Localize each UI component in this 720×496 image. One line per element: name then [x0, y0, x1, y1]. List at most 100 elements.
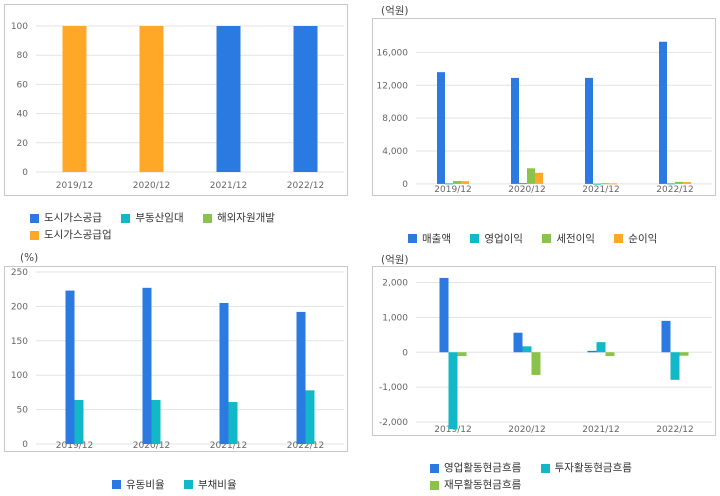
y-tick-label: 100: [11, 371, 28, 381]
legend-swatch: [430, 464, 439, 473]
bar: [522, 346, 532, 353]
y-tick-label: 8,000: [382, 114, 408, 124]
y-tick-label: 100: [11, 22, 28, 32]
legend-item-2[interactable]: 세전이익: [542, 231, 595, 246]
legend-cashflow: 영업활동현금흐름 투자활동현금흐름 재무활동현금흐름: [430, 461, 690, 495]
y-tick-label: -2,000: [379, 418, 408, 428]
y-tick-label: 2,000: [382, 278, 408, 288]
unit-label-income: (억원): [381, 5, 409, 17]
bar: [62, 26, 87, 172]
chart-panel-cashflow: -2,000 -1,000 0 1,000 2,000 2019/12 2020/12 202…: [372, 266, 716, 446]
legend-label: 도시가스공급: [44, 212, 102, 224]
y-tick-label: 40: [17, 110, 29, 120]
bar: [667, 183, 675, 185]
bar: [601, 183, 609, 185]
x-tick-label: 2021/12: [582, 425, 619, 435]
bar: [519, 183, 527, 185]
unit-label-ratios: (%): [20, 252, 39, 264]
y-tick-label: 16,000: [377, 48, 409, 58]
x-tick-label: 2021/12: [582, 185, 619, 195]
y-tick-label: 4,000: [382, 147, 408, 157]
bar: [683, 182, 691, 184]
legend-item-2[interactable]: 재무활동현금흐름: [430, 478, 521, 493]
chart-panel-ratios: 0 50 100 150 200 250 2019/12 2020/12 2021/12 2022…: [4, 266, 348, 452]
x-tick-label: 2019/12: [56, 181, 93, 191]
x-tick-label: 2022/12: [656, 425, 693, 435]
legend-swatch: [540, 464, 550, 473]
legend-item-0[interactable]: 도시가스공급: [30, 211, 102, 226]
legend-swatch: [614, 234, 624, 243]
bar: [513, 332, 523, 353]
legend-label: 도시가스공급업: [44, 229, 112, 241]
x-tick-label: 2020/12: [133, 181, 170, 191]
legend-item-1[interactable]: 부채비율: [183, 477, 237, 492]
legend-item-0[interactable]: 영업활동현금흐름: [430, 461, 521, 476]
legend-label: 투자활동현금흐름: [554, 462, 632, 474]
bar: [679, 352, 689, 356]
legend-item-1[interactable]: 투자활동현금흐름: [540, 461, 632, 476]
bar: [675, 181, 683, 184]
bar: [219, 302, 229, 444]
legend-swatch: [30, 214, 39, 223]
x-tick-label: 2022/12: [287, 181, 324, 191]
y-tick-label: 80: [17, 51, 29, 61]
bar: [593, 183, 601, 185]
legend-item-3[interactable]: 도시가스공급업: [30, 228, 112, 243]
bar: [151, 399, 161, 444]
y-tick-label: 50: [17, 406, 29, 416]
bar: [531, 352, 541, 375]
legend-swatch: [542, 234, 552, 243]
legend-label: 세전이익: [556, 233, 595, 245]
bar: [65, 290, 75, 444]
legend-item-1[interactable]: 영업이익: [470, 231, 523, 246]
legend-ratios: 유동비율 부채비율: [112, 477, 253, 492]
legend-item-1[interactable]: 부동산임대: [121, 211, 184, 226]
plot-frame: [4, 266, 348, 452]
income-chart: 0 4,000 8,000 12,000 16,000 2019/12 2020/12 202…: [372, 18, 716, 196]
bar: [527, 168, 535, 184]
x-tick-label: 2019/12: [434, 185, 471, 195]
bar: [585, 77, 593, 184]
x-tick-label: 2019/12: [56, 441, 93, 451]
legend-label: 영업활동현금흐름: [444, 462, 522, 474]
legend-swatch: [183, 480, 193, 489]
legend-swatch: [121, 214, 131, 223]
legend-label: 순이익: [628, 233, 658, 245]
legend-item-0[interactable]: 유동비율: [112, 477, 165, 492]
x-tick-label: 2022/12: [287, 441, 324, 451]
legend-item-3[interactable]: 순이익: [614, 231, 657, 246]
legend-label: 매출액: [422, 233, 451, 245]
y-tick-label: 12,000: [377, 81, 409, 91]
y-tick-label: 0: [402, 180, 408, 190]
cashflow-chart: -2,000 -1,000 0 1,000 2,000 2019/12 2020/12 202…: [372, 266, 716, 436]
legend-item-0[interactable]: 매출액: [408, 231, 451, 246]
bar: [228, 402, 238, 444]
legend-swatch: [202, 214, 212, 223]
bar: [445, 183, 453, 185]
legend-item-2[interactable]: 해외자원개발: [202, 211, 275, 226]
bar: [448, 352, 458, 430]
legend-swatch: [30, 231, 39, 240]
bar: [305, 390, 315, 444]
plot-frame: [372, 18, 716, 196]
bar: [661, 320, 671, 353]
bar: [293, 26, 318, 172]
bar: [587, 350, 597, 353]
bar: [511, 77, 519, 184]
y-tick-label: 0: [22, 168, 28, 178]
bar: [216, 26, 241, 172]
legend-swatch: [408, 234, 417, 243]
chart-panel-income: 0 4,000 8,000 12,000 16,000 2019/12 2020/12 202…: [372, 18, 716, 196]
legend-label: 재무활동현금흐름: [444, 479, 522, 491]
legend-segments: 도시가스공급 부동산임대 해외자원개발 도시가스공급업: [30, 211, 350, 245]
bar: [74, 399, 84, 444]
y-tick-label: 250: [11, 268, 28, 278]
y-tick-label: 0: [22, 440, 28, 450]
legend-label: 해외자원개발: [216, 212, 275, 224]
bar: [457, 352, 467, 357]
y-tick-label: 150: [11, 337, 28, 347]
plot-frame: [372, 266, 716, 436]
bar: [139, 26, 164, 172]
bar: [605, 352, 615, 357]
legend-label: 유동비율: [126, 479, 165, 491]
